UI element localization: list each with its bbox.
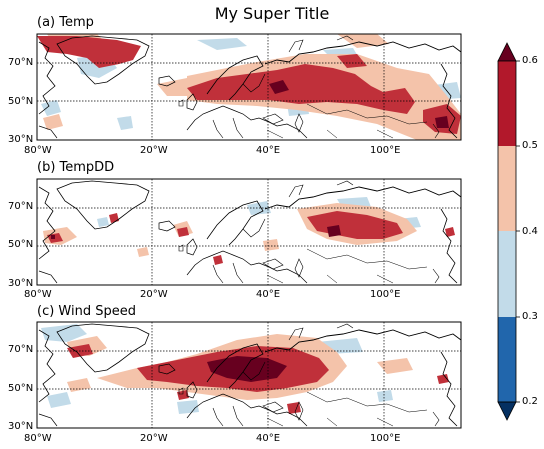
- panel-a-lon-100e: 100°E: [370, 145, 401, 156]
- panel-b-gridlines: [37, 179, 461, 285]
- panel-a-lon-80w: 80°W: [24, 145, 52, 156]
- panel-c-blue-areas: [41, 324, 393, 414]
- colorbar-extend-under: [497, 401, 517, 421]
- panel-b-lat-50: 50°N: [8, 239, 34, 250]
- colorbar-band-0.4-0.5: [498, 146, 516, 231]
- super-title: My Super Title: [214, 4, 330, 23]
- colorbar-extend-over: [497, 42, 517, 62]
- colorbar-label-0.5: 0.5: [522, 140, 538, 151]
- panel-b-lon-40e: 40°E: [256, 289, 281, 300]
- panel-b-lon-100e: 100°E: [370, 289, 401, 300]
- panel-a-lat-30: 30°N: [8, 134, 34, 145]
- panel-c-map: [36, 321, 462, 429]
- panel-c-lat-30: 30°N: [8, 421, 34, 432]
- panel-b-darkred-areas: [51, 225, 341, 239]
- panel-a-gridlines: [37, 34, 461, 140]
- colorbar-band-0.2-0.3: [498, 317, 516, 402]
- panel-a-lat-70: 70°N: [8, 57, 34, 68]
- colorbar-ticks: [516, 60, 520, 403]
- panel-c-lat-50: 50°N: [8, 383, 34, 394]
- colorbar-band-0.5-0.6: [498, 61, 516, 146]
- panel-c-lon-40e: 40°E: [256, 433, 281, 444]
- panel-c-lon-100e: 100°E: [370, 433, 401, 444]
- panel-a-darkred-areas: [269, 80, 449, 128]
- panel-c-darkred-areas: [207, 356, 287, 382]
- colorbar-label-0.2: 0.2: [522, 396, 538, 407]
- panel-b-title: (b) TempDD: [37, 160, 115, 175]
- panel-b-map: [36, 178, 462, 286]
- panel-c-lon-80w: 80°W: [24, 433, 52, 444]
- panel-b-lat-70: 70°N: [8, 201, 34, 212]
- panel-c-title: (c) Wind Speed: [37, 304, 136, 319]
- panel-b-lon-80w: 80°W: [24, 289, 52, 300]
- colorbar: [497, 42, 520, 421]
- panel-b-lon-20w: 20°W: [140, 289, 168, 300]
- colorbar-label-0.3: 0.3: [522, 311, 538, 322]
- panel-c-lon-20w: 20°W: [140, 433, 168, 444]
- panel-a-lat-50: 50°N: [8, 96, 34, 107]
- panel-c-gridlines: [37, 322, 461, 428]
- panel-c-lat-70: 70°N: [8, 344, 34, 355]
- colorbar-label-0.6: 0.6: [522, 55, 538, 66]
- panel-b-lat-30: 30°N: [8, 278, 34, 289]
- panel-a-lon-40e: 40°E: [256, 145, 281, 156]
- panel-a-map: [36, 33, 462, 141]
- panel-a-lon-20w: 20°W: [140, 145, 168, 156]
- colorbar-label-0.4: 0.4: [522, 226, 538, 237]
- panel-a-title: (a) Temp: [37, 15, 94, 30]
- colorbar-band-0.3-0.4: [498, 231, 516, 317]
